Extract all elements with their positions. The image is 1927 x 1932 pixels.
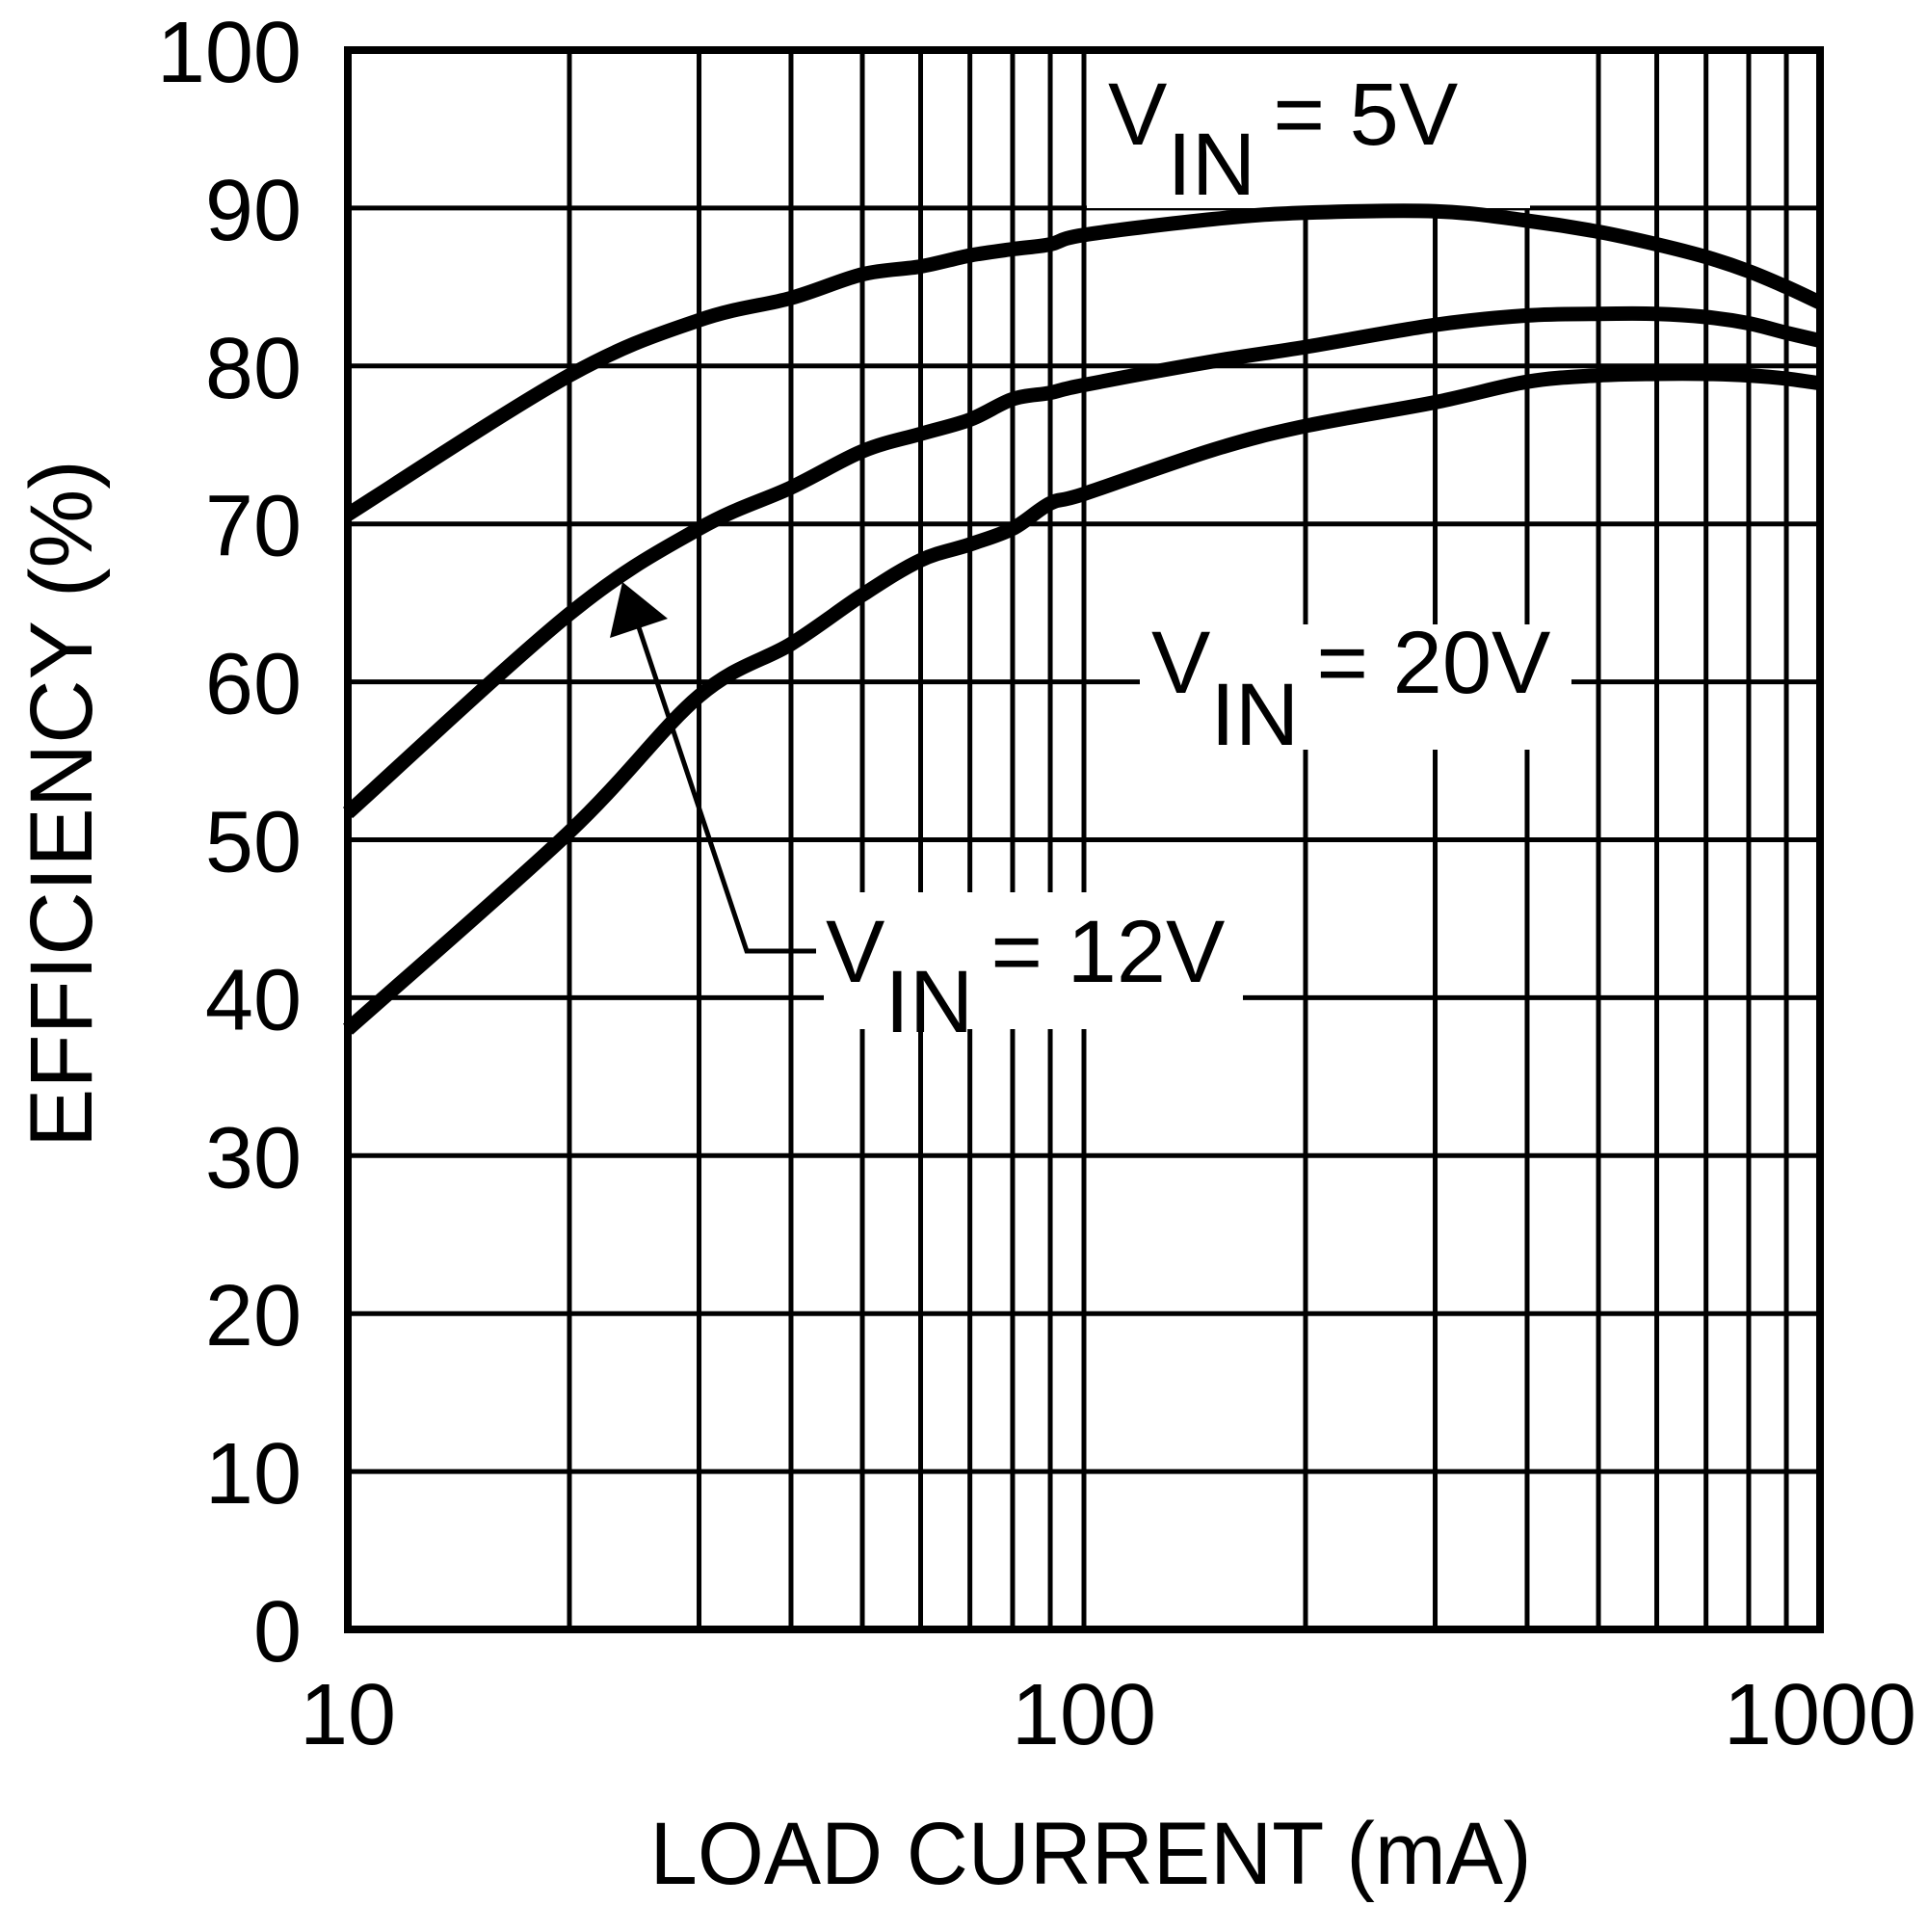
plot-frame xyxy=(344,46,1824,1633)
y-tick-label-80: 80 xyxy=(205,321,302,417)
label-vin-12v-main: V xyxy=(826,903,884,1001)
annotations: VIN= 5V VIN= 20V VIN= 12V xyxy=(610,66,1550,1051)
label-vin-20v-main: V xyxy=(1151,614,1210,712)
label-vin-5v-main: V xyxy=(1108,66,1167,164)
y-tick-label-20: 20 xyxy=(205,1268,302,1364)
label-vin-20v-sub: IN xyxy=(1210,666,1299,764)
x-tick-label-100: 100 xyxy=(1012,1667,1156,1763)
y-tick-label-90: 90 xyxy=(205,163,302,259)
y-tick-label-60: 60 xyxy=(205,637,302,733)
label-vin-20v: VIN= 20V xyxy=(1151,614,1550,764)
label-mask-0 xyxy=(1087,54,1530,208)
y-tick-label-0: 0 xyxy=(253,1584,302,1681)
x-tick-label-1000: 1000 xyxy=(1724,1667,1916,1763)
label-vin-12v: VIN= 12V xyxy=(826,903,1225,1051)
label-mask-2 xyxy=(824,892,1243,1029)
y-tick-label-50: 50 xyxy=(205,795,302,891)
x-axis-ticks: 10 100 1000 xyxy=(300,1667,1916,1763)
label-vin-5v-sub: IN xyxy=(1167,116,1255,214)
y-tick-label-10: 10 xyxy=(205,1426,302,1522)
label-backgrounds xyxy=(824,54,1571,1029)
y-axis-title: EFFICIENCY (%) xyxy=(13,460,111,1148)
label-vin-5v: VIN= 5V xyxy=(1108,66,1458,214)
y-tick-label-30: 30 xyxy=(205,1110,302,1206)
y-tick-label-70: 70 xyxy=(205,479,302,575)
y-tick-label-40: 40 xyxy=(205,952,302,1048)
curve-vin5v xyxy=(344,203,1824,521)
x-tick-label-10: 10 xyxy=(300,1667,396,1763)
x-axis-title: LOAD CURRENT (mA) xyxy=(650,1805,1532,1903)
arrow-head-icon xyxy=(610,582,668,638)
label-vin-5v-rest: = 5V xyxy=(1273,66,1458,164)
arrow-leader-line xyxy=(635,623,816,954)
label-vin-12v-sub: IN xyxy=(884,953,973,1051)
label-vin-12v-rest: = 12V xyxy=(990,903,1225,1001)
series-curves xyxy=(342,203,1824,1035)
label-mask-1 xyxy=(1140,624,1571,750)
y-tick-label-100: 100 xyxy=(157,5,302,101)
curve-vin20v xyxy=(342,305,1822,819)
curve-vin12v xyxy=(343,366,1822,1035)
y-axis-ticks: 0 10 20 30 40 50 60 70 80 90 100 xyxy=(157,5,302,1681)
label-vin-20v-rest: = 20V xyxy=(1316,614,1550,712)
